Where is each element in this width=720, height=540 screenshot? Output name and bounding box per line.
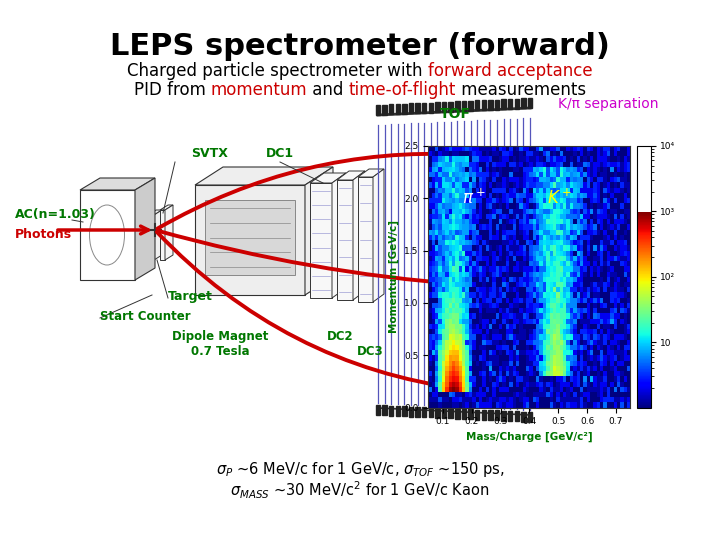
Bar: [501, 411, 505, 421]
Polygon shape: [373, 169, 384, 302]
Bar: [382, 406, 387, 415]
Bar: [389, 104, 393, 114]
Bar: [80, 190, 135, 280]
Bar: [160, 210, 165, 260]
Bar: [205, 200, 295, 275]
Bar: [455, 102, 459, 111]
Text: LEPS spectrometer (forward): LEPS spectrometer (forward): [110, 32, 610, 61]
Polygon shape: [337, 171, 365, 180]
Bar: [428, 103, 433, 112]
Polygon shape: [358, 169, 384, 177]
Polygon shape: [332, 173, 346, 298]
Text: DC1: DC1: [266, 147, 294, 160]
Bar: [468, 409, 473, 419]
Bar: [515, 411, 519, 421]
Bar: [376, 105, 380, 115]
Text: SVTX: SVTX: [192, 147, 228, 160]
Text: Charged particle spectrometer with: Charged particle spectrometer with: [127, 62, 428, 80]
Bar: [528, 98, 532, 108]
Bar: [482, 100, 486, 110]
Text: DC3: DC3: [356, 345, 383, 358]
Text: DC2: DC2: [327, 330, 354, 343]
Text: Target: Target: [168, 290, 213, 303]
Bar: [442, 102, 446, 112]
Bar: [528, 412, 532, 422]
Polygon shape: [148, 210, 162, 215]
Text: AC(n=1.03): AC(n=1.03): [15, 208, 96, 221]
Polygon shape: [305, 167, 333, 295]
Polygon shape: [80, 178, 155, 190]
Polygon shape: [353, 171, 365, 300]
Bar: [402, 104, 407, 114]
Bar: [409, 104, 413, 113]
Bar: [508, 99, 513, 109]
Bar: [468, 101, 473, 111]
Bar: [376, 405, 380, 415]
Text: time-of-flight: time-of-flight: [349, 81, 456, 99]
Bar: [415, 407, 420, 417]
Bar: [521, 98, 526, 109]
Text: and: and: [307, 81, 349, 99]
Text: Dipole Magnet: Dipole Magnet: [172, 330, 268, 343]
Text: $\sigma_{MASS}$ ~30 MeV/c$^2$ for 1 GeV/c Kaon: $\sigma_{MASS}$ ~30 MeV/c$^2$ for 1 GeV/…: [230, 480, 490, 502]
Text: forward acceptance: forward acceptance: [428, 62, 593, 80]
Bar: [402, 406, 407, 416]
Bar: [422, 407, 426, 417]
Bar: [195, 185, 305, 295]
Bar: [462, 409, 466, 419]
Bar: [409, 407, 413, 416]
Bar: [475, 100, 480, 111]
Bar: [455, 409, 459, 419]
Polygon shape: [135, 178, 155, 280]
Polygon shape: [165, 205, 173, 260]
Polygon shape: [160, 205, 173, 210]
Bar: [462, 101, 466, 111]
Polygon shape: [154, 210, 162, 260]
Polygon shape: [310, 173, 346, 183]
Bar: [415, 103, 420, 113]
Bar: [515, 99, 519, 109]
Bar: [449, 102, 453, 112]
Bar: [337, 180, 353, 300]
Bar: [148, 215, 154, 260]
Text: Start Counter: Start Counter: [100, 310, 191, 323]
Bar: [382, 105, 387, 114]
Text: PID from: PID from: [134, 81, 211, 99]
Bar: [436, 102, 440, 112]
Text: momentum: momentum: [211, 81, 307, 99]
Bar: [310, 183, 332, 298]
Bar: [495, 410, 499, 421]
Bar: [395, 406, 400, 416]
Text: 0.7 Tesla: 0.7 Tesla: [191, 345, 249, 358]
Bar: [422, 103, 426, 113]
Bar: [488, 100, 492, 110]
Polygon shape: [195, 167, 333, 185]
Bar: [501, 99, 505, 109]
Bar: [521, 411, 526, 422]
Bar: [358, 177, 373, 302]
Text: $\sigma_P$ ~6 MeV/c for 1 GeV/c, $\sigma_{TOF}$ ~150 ps,: $\sigma_P$ ~6 MeV/c for 1 GeV/c, $\sigma…: [215, 460, 505, 479]
Bar: [482, 410, 486, 420]
Bar: [508, 411, 513, 421]
Bar: [395, 104, 400, 114]
Text: $\pi^+$: $\pi^+$: [462, 188, 485, 207]
Text: Photons: Photons: [15, 228, 72, 241]
Bar: [449, 408, 453, 418]
Bar: [436, 408, 440, 418]
Bar: [475, 409, 480, 420]
Text: TOF: TOF: [439, 107, 470, 121]
X-axis label: Mass/Charge [GeV/c²]: Mass/Charge [GeV/c²]: [466, 432, 593, 442]
Y-axis label: Momentum [GeV/c]: Momentum [GeV/c]: [389, 220, 399, 333]
Text: measurements: measurements: [456, 81, 586, 99]
Bar: [488, 410, 492, 420]
Bar: [442, 408, 446, 418]
Text: K/π separation: K/π separation: [558, 97, 658, 111]
Text: $K^+$: $K^+$: [546, 188, 572, 207]
Bar: [495, 99, 499, 110]
Bar: [389, 406, 393, 416]
Bar: [428, 408, 433, 417]
